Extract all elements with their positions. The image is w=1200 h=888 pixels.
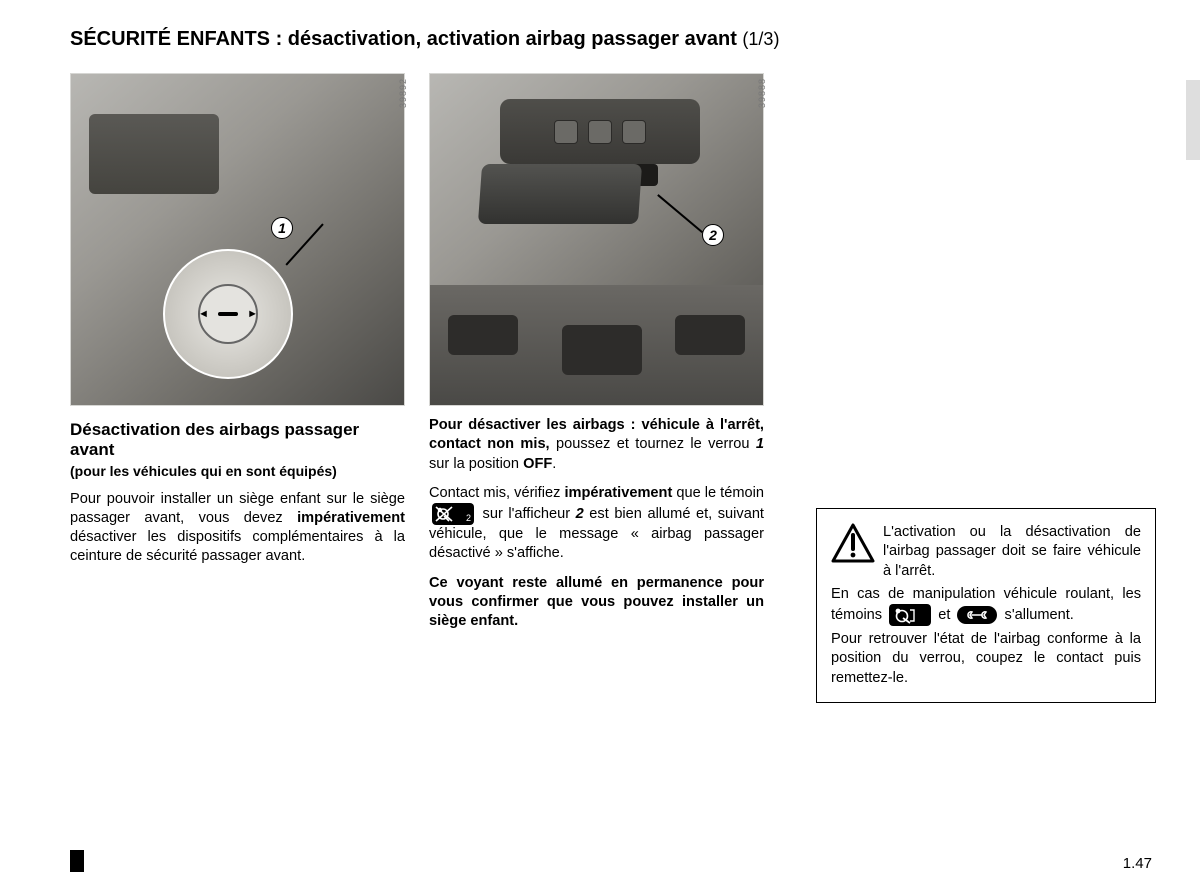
col2-paragraph-3: Ce voyant reste allumé en permanence pou… (429, 574, 764, 632)
column-1: 39892 ◄ ► 1 Désactivation des airbags pa… (70, 73, 405, 567)
airbag-warning-icon (889, 604, 931, 626)
overhead-console (500, 99, 700, 164)
warning-triangle-icon (831, 523, 875, 563)
title-suffix: (1/3) (742, 29, 779, 49)
footer-mark (70, 850, 84, 872)
col1-subnote: (pour les véhicules qui en sont équipés) (70, 463, 405, 480)
col1-paragraph-1: Pour pouvoir installer un siège enfant s… (70, 490, 405, 567)
airbag-off-icon: 2 (432, 503, 474, 525)
column-2: 39888 2 Pour désactiver les airbags : vé… (429, 73, 764, 631)
col2-paragraph-2: Contact mis, vérifiez impérativement que… (429, 484, 764, 564)
content-columns: 39892 ◄ ► 1 Désactivation des airbags pa… (70, 73, 1156, 833)
callout-badge-1: 1 (271, 217, 293, 239)
leader-line-2 (658, 194, 703, 232)
airbag-lock-switch: ◄ ► (198, 284, 258, 344)
figure-2-code: 39888 (757, 78, 767, 108)
dashboard (430, 285, 763, 405)
rearview-mirror (478, 164, 642, 224)
warning-box: L'activation ou la désactivation de l'ai… (816, 508, 1156, 703)
col2-paragraph-1: Pour désactiver les airbags : véhicule à… (429, 416, 764, 474)
figure-2: 39888 2 (429, 73, 764, 406)
side-tab (1186, 80, 1200, 160)
column-3: L'activation ou la désactivation de l'ai… (788, 73, 1156, 833)
callout-badge-2: 2 (702, 224, 724, 246)
page-number: 1.47 (1123, 855, 1152, 872)
service-wrench-icon (957, 606, 997, 624)
dashboard-shape (89, 114, 219, 194)
manual-page: SÉCURITÉ ENFANTS : désactivation, activa… (0, 0, 1200, 888)
callout-lock-magnified: ◄ ► (163, 249, 293, 379)
title-main: SÉCURITÉ ENFANTS : désactivation, activa… (70, 28, 737, 50)
col1-heading: Désactivation des airbags passager avant (70, 420, 405, 461)
page-title: SÉCURITÉ ENFANTS : désactivation, activa… (70, 28, 1156, 51)
figure-1-code: 39892 (398, 78, 408, 108)
figure-1: 39892 ◄ ► 1 (70, 73, 405, 406)
